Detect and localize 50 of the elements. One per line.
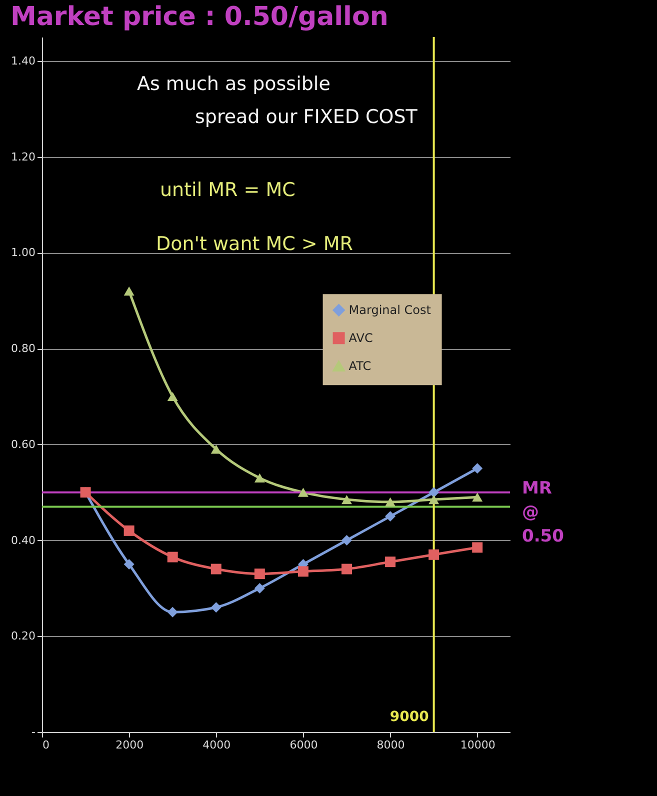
annotation: As much as possible <box>137 73 330 95</box>
legend-label: AVC <box>348 331 373 346</box>
point <box>385 511 396 522</box>
point <box>254 582 265 594</box>
point <box>210 444 222 454</box>
y-tick-label: - <box>32 726 36 738</box>
point <box>342 564 352 574</box>
x-tick-label: 4000 <box>202 738 231 752</box>
point <box>472 492 483 502</box>
x-tick-label: 6000 <box>290 738 318 752</box>
point <box>472 542 483 553</box>
point <box>298 566 308 577</box>
x-tick-label: 8000 <box>376 738 405 752</box>
y-tick-label: 0.40 <box>11 534 36 547</box>
x-tick-label: 10000 <box>460 738 496 752</box>
annotation: spread our FIXED COST <box>195 106 418 128</box>
point <box>472 463 483 474</box>
point <box>167 552 178 562</box>
point <box>428 549 440 560</box>
point <box>167 606 178 618</box>
x-tick-label: 0 <box>42 738 50 752</box>
point <box>167 392 178 402</box>
annotation: until MR = MC <box>160 179 296 201</box>
legend-label: ATC <box>348 359 372 374</box>
point <box>210 564 222 574</box>
point <box>385 497 396 506</box>
annotation: Don't want MC > MR <box>156 233 353 255</box>
point <box>124 525 134 536</box>
point <box>428 487 440 498</box>
point <box>254 473 265 483</box>
point <box>124 558 134 570</box>
point <box>342 494 352 504</box>
point <box>342 535 352 546</box>
point <box>428 494 440 504</box>
ref-line-label: MR @ 0.50 <box>522 478 564 546</box>
y-tick-label: 0.20 <box>11 630 36 643</box>
y-tick-label: 0.60 <box>11 438 36 451</box>
point <box>385 556 396 568</box>
x-tick-label: 2000 <box>116 738 144 752</box>
legend-label: Marginal Cost <box>348 303 432 318</box>
chart-title: Market price : 0.50/gallon <box>10 2 388 32</box>
ref-line-label: 9000 <box>390 709 430 725</box>
point <box>298 488 308 497</box>
point <box>254 568 265 580</box>
y-tick-label: 1.40 <box>11 54 36 68</box>
point <box>124 286 134 296</box>
point <box>210 602 222 613</box>
y-tick-label: 0.80 <box>11 342 36 356</box>
y-tick-label: 1.00 <box>11 246 36 260</box>
y-tick-label: 1.20 <box>11 150 36 164</box>
